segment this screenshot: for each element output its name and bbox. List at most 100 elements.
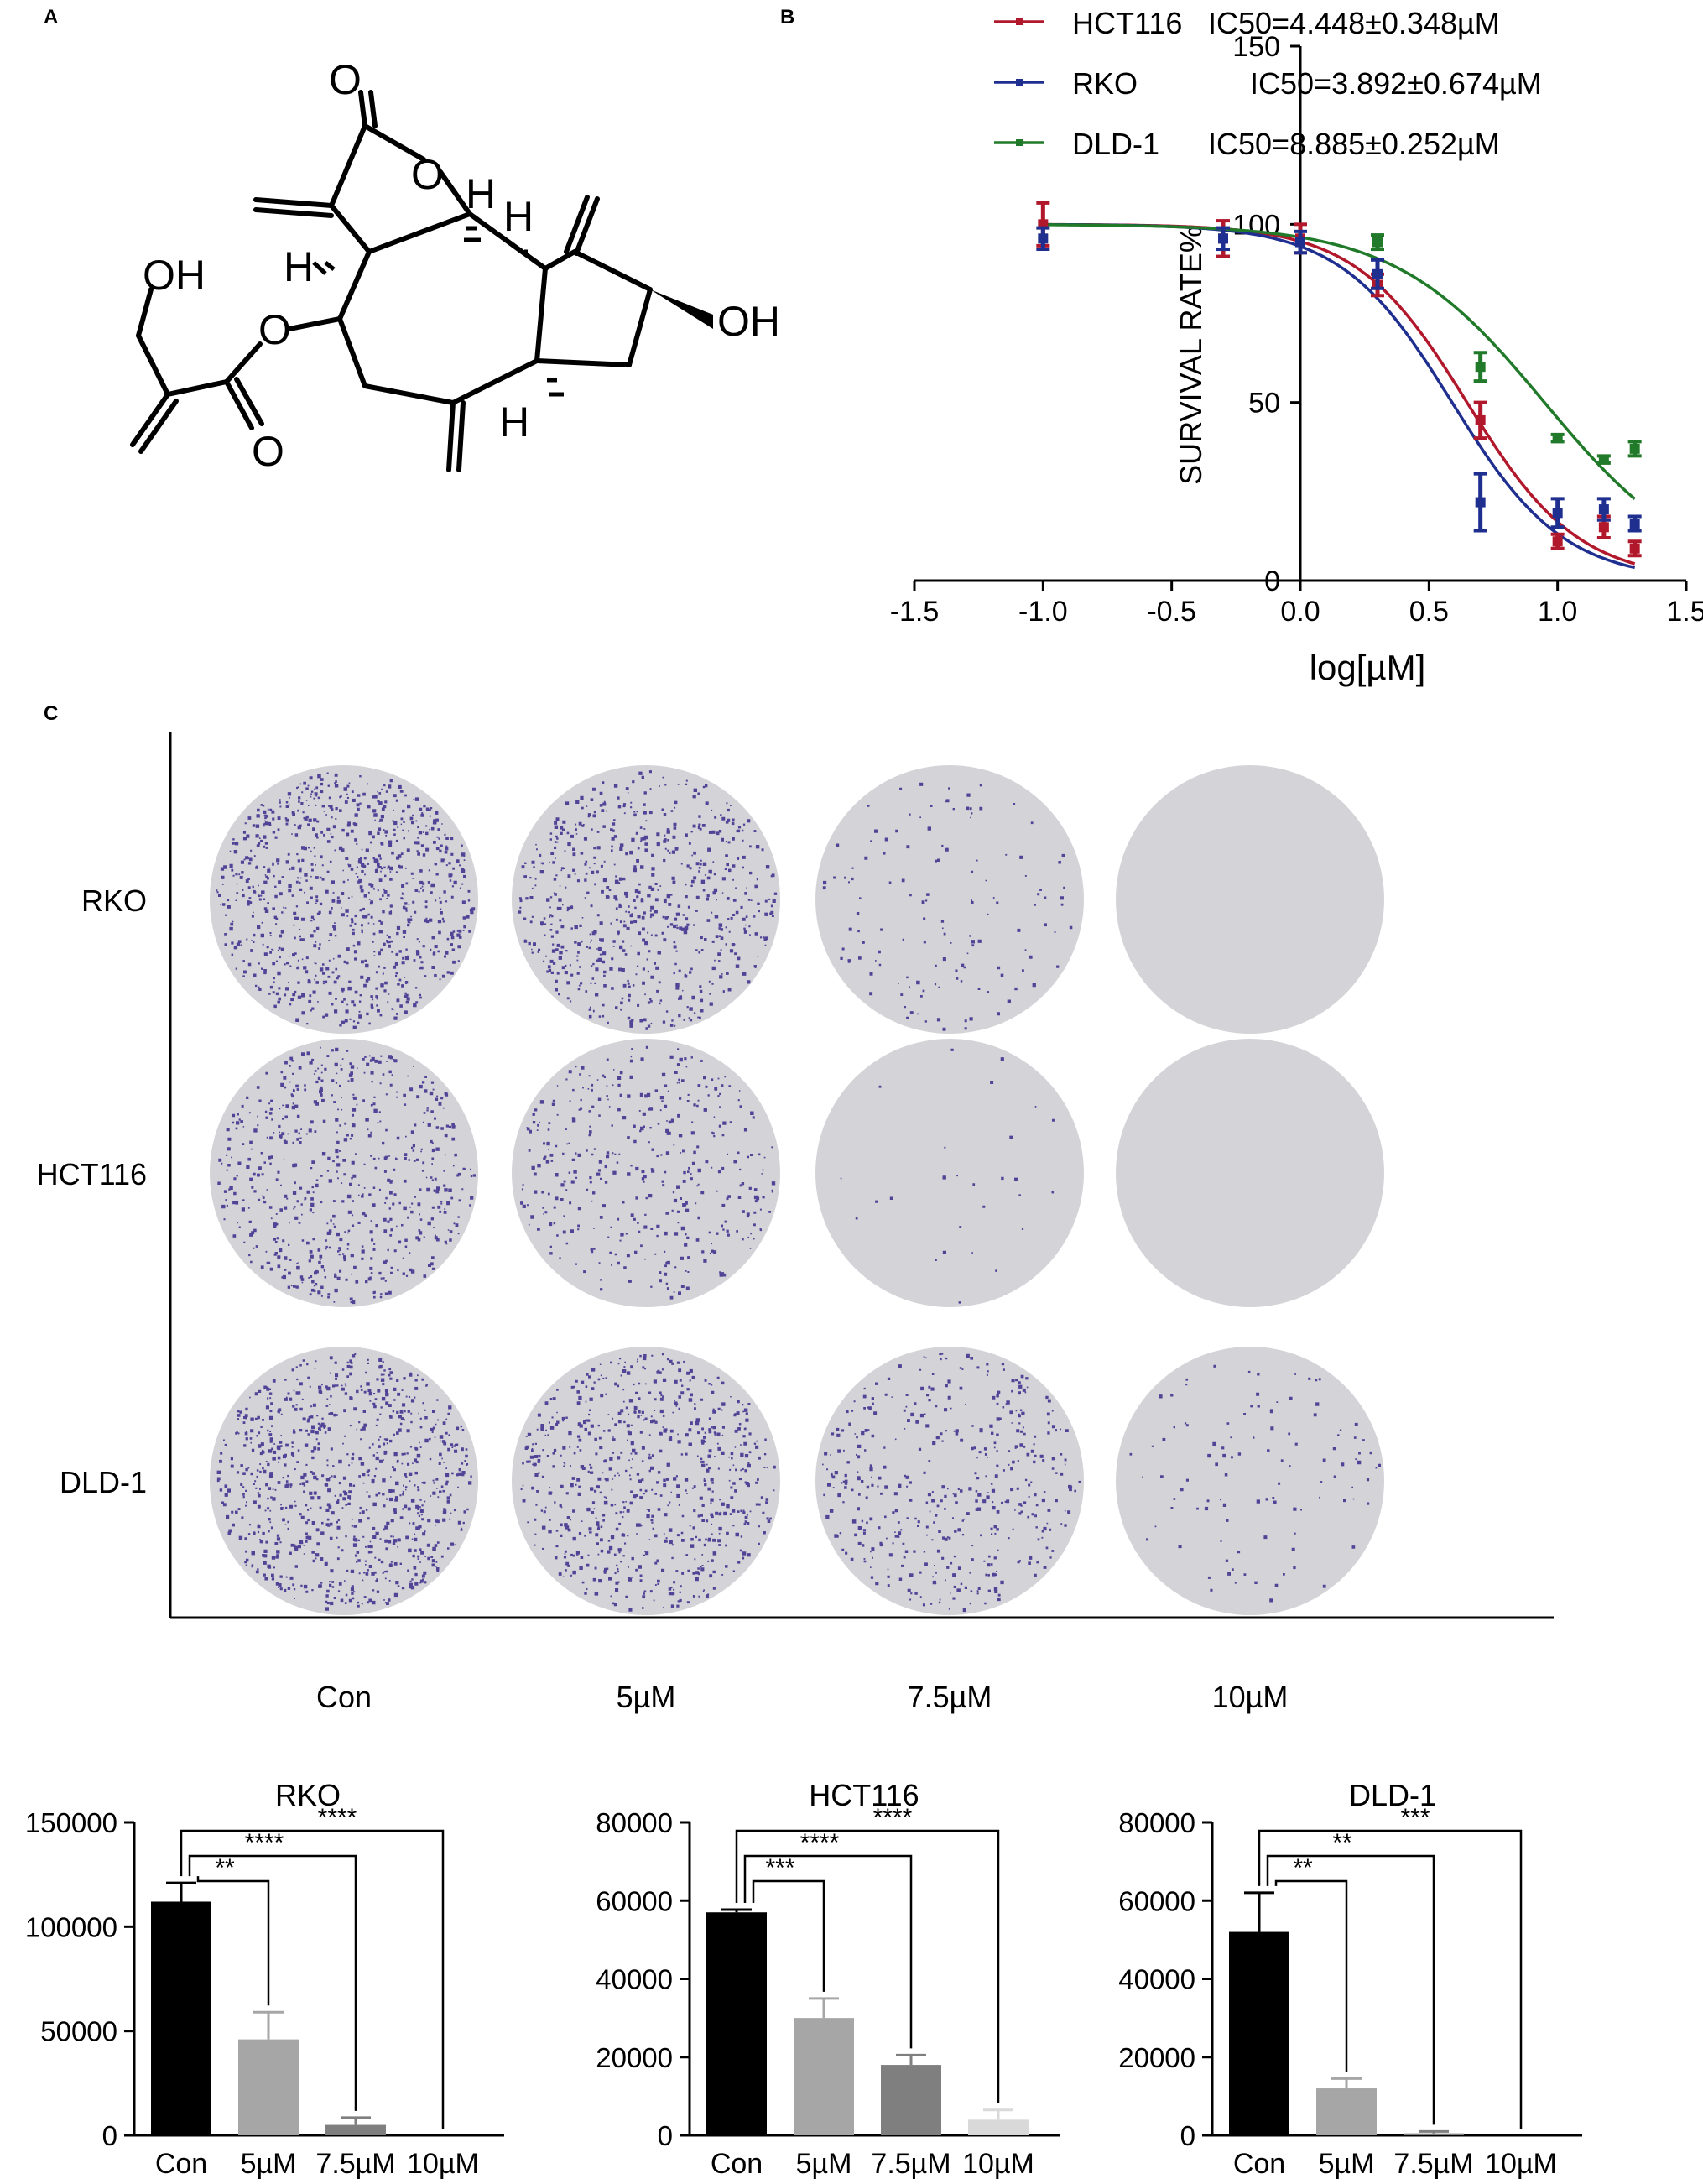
atom-label: OH bbox=[143, 252, 206, 299]
culture-dish bbox=[512, 1347, 780, 1615]
wedge-bond bbox=[650, 289, 713, 329]
atom-label: O bbox=[329, 56, 362, 103]
fit-curve-hct116 bbox=[1043, 222, 1636, 566]
significance-bracket bbox=[752, 1879, 825, 1992]
y-tick-label: 80000 bbox=[596, 1807, 673, 1838]
bar bbox=[151, 1901, 211, 2135]
bar-chart-title: HCT116 bbox=[809, 1778, 919, 1812]
data-point bbox=[1598, 522, 1609, 533]
x-tick-label: 7.5µM bbox=[871, 2148, 950, 2180]
x-tick-label: 5µM bbox=[796, 2148, 852, 2180]
x-tick-label: 10µM bbox=[407, 2148, 479, 2180]
x-tick-label: 10µM bbox=[962, 2148, 1034, 2180]
y-tick-label: 40000 bbox=[596, 1964, 673, 1995]
significance-bracket bbox=[188, 1854, 357, 2111]
data-point bbox=[1475, 362, 1486, 373]
x-tick-label: 0.5 bbox=[1409, 596, 1449, 628]
significance-label: **** bbox=[800, 1829, 840, 1857]
x-tick-label: 5µM bbox=[1319, 2148, 1375, 2180]
culture-dish bbox=[815, 1039, 1084, 1307]
x-tick-label: Con bbox=[155, 2148, 207, 2180]
column-label: 10µM bbox=[1212, 1680, 1289, 1714]
legend-label: HCT116 bbox=[1072, 6, 1182, 40]
structure-atom-labels: O O OH O O OH bbox=[143, 56, 780, 475]
fit-curve-rko bbox=[1043, 222, 1636, 570]
significance-bracket bbox=[1274, 1879, 1348, 2072]
data-point bbox=[1218, 233, 1228, 244]
x-tick-label: 7.5µM bbox=[1393, 2148, 1473, 2180]
significance-label: **** bbox=[873, 1804, 913, 1832]
row-label: HCT116 bbox=[37, 1157, 147, 1191]
significance-label: ** bbox=[1332, 1829, 1352, 1857]
y-tick-label: 20000 bbox=[596, 2042, 673, 2073]
x-tick-label: -0.5 bbox=[1147, 596, 1196, 628]
x-tick-label: 0.0 bbox=[1280, 596, 1320, 628]
h-label: H bbox=[499, 399, 529, 446]
x-tick-label: Con bbox=[711, 2148, 763, 2180]
culture-dish bbox=[210, 1039, 478, 1307]
data-point bbox=[1552, 433, 1563, 444]
row-label: DLD-1 bbox=[60, 1465, 147, 1499]
significance-label: *** bbox=[765, 1854, 794, 1882]
column-label: 7.5µM bbox=[908, 1680, 992, 1714]
legend-ic50: IC50=8.885±0.252µM bbox=[1208, 127, 1500, 161]
x-tick-label: Con bbox=[1233, 2148, 1285, 2180]
data-point bbox=[1629, 543, 1640, 554]
colony-assay-panel: RKO HCT116 DLD-1 Con 5µM 7.5µM 10µM bbox=[37, 732, 1554, 1714]
legend-marker bbox=[1016, 79, 1023, 86]
bar bbox=[968, 2119, 1029, 2135]
y-tick-label: 0 bbox=[1180, 2120, 1195, 2151]
h-label: H bbox=[466, 170, 496, 217]
hashed-bonds bbox=[312, 226, 564, 397]
significance-bracket bbox=[180, 1829, 445, 2129]
culture-dish bbox=[512, 765, 780, 1034]
significance-bracket bbox=[196, 1876, 270, 2006]
row-label: RKO bbox=[81, 884, 147, 918]
h-label: H bbox=[503, 193, 534, 240]
y-tick-label: 50000 bbox=[40, 2016, 117, 2047]
significance-label: *** bbox=[1400, 1804, 1430, 1832]
legend-ic50: IC50=4.448±0.348µM bbox=[1208, 6, 1500, 40]
y-tick-label: 0 bbox=[102, 2120, 117, 2151]
legend-label: RKO bbox=[1072, 66, 1138, 101]
legend-label: DLD-1 bbox=[1072, 127, 1159, 161]
culture-dish bbox=[1116, 765, 1384, 1034]
legend-ic50: IC50=3.892±0.674µM bbox=[1250, 66, 1542, 101]
culture-dish bbox=[815, 765, 1084, 1034]
bar bbox=[238, 2039, 299, 2135]
significance-label: ** bbox=[1293, 1854, 1313, 1882]
culture-dish bbox=[210, 765, 478, 1034]
x-tick-label: 10µM bbox=[1485, 2148, 1557, 2180]
data-point bbox=[1598, 504, 1609, 515]
y-tick-label: 60000 bbox=[1118, 1885, 1195, 1916]
structure-h-labels: H H H bbox=[284, 170, 529, 446]
data-point bbox=[1475, 497, 1486, 508]
y-tick-label: 0 bbox=[658, 2120, 673, 2151]
data-point bbox=[1372, 268, 1383, 279]
data-point bbox=[1552, 508, 1563, 519]
data-point bbox=[1475, 414, 1486, 425]
legend-marker bbox=[1016, 18, 1023, 25]
y-tick-label: 80000 bbox=[1118, 1807, 1195, 1838]
bar bbox=[1316, 2088, 1377, 2135]
survival-chart: -1.5 -1.0 -0.5 0.0 0.5 1.0 1.5050100150log[µM]… bbox=[890, 6, 1703, 687]
atom-label: O bbox=[411, 151, 444, 198]
panel-label-c: C bbox=[44, 702, 58, 725]
y-tick-label: 100000 bbox=[25, 1911, 117, 1942]
x-tick-label: 1.5 bbox=[1666, 596, 1703, 628]
legend-marker bbox=[1016, 139, 1023, 146]
culture-dish bbox=[210, 1347, 478, 1615]
chemical-structure bbox=[130, 90, 653, 472]
h-label: H bbox=[284, 243, 314, 290]
fit-curve-dld-1 bbox=[1043, 223, 1636, 500]
culture-dish bbox=[512, 1039, 780, 1307]
y-tick-label: 50 bbox=[1248, 388, 1280, 420]
atom-label: OH bbox=[717, 298, 780, 345]
significance-bracket bbox=[743, 1854, 913, 2049]
significance-label: **** bbox=[318, 1804, 357, 1832]
data-point bbox=[1552, 536, 1563, 547]
x-tick-label: 1.0 bbox=[1538, 596, 1577, 628]
colony-dots bbox=[217, 1046, 476, 1305]
